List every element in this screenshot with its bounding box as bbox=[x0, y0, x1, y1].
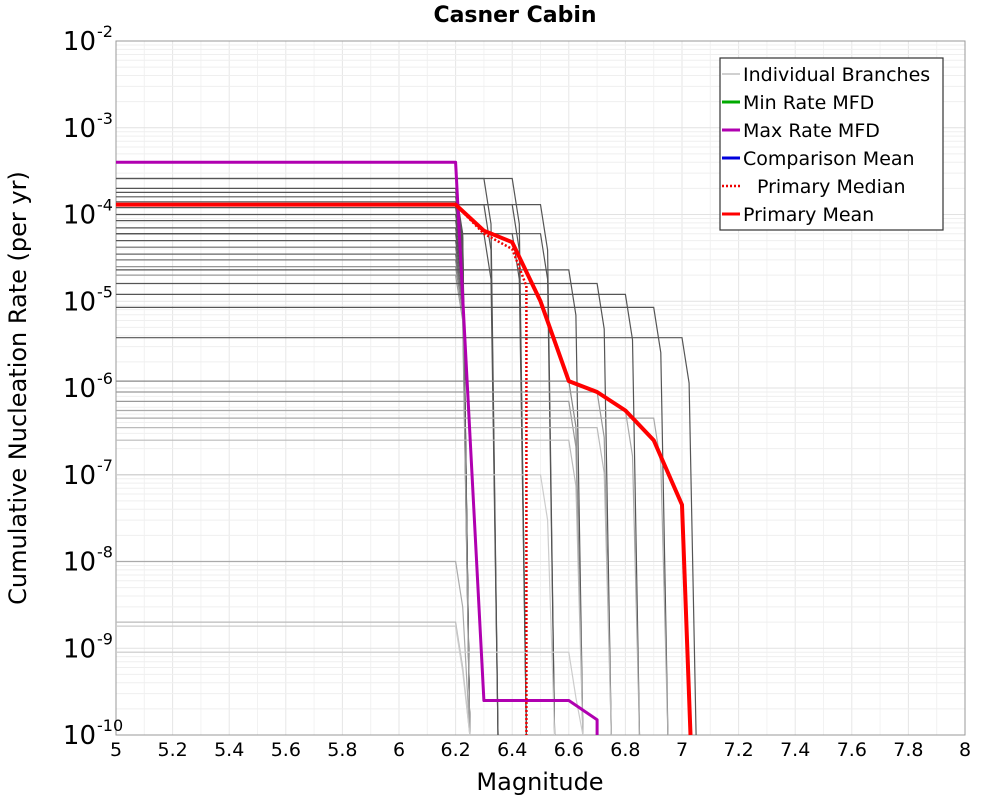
plot-frame bbox=[115, 40, 966, 736]
x-tick-label: 5.8 bbox=[327, 739, 357, 761]
y-tick-label: 10 -7 bbox=[63, 456, 113, 491]
branch-line bbox=[116, 560, 471, 736]
y-tick-base: 10 bbox=[63, 461, 96, 491]
x-tick-label: 7.4 bbox=[780, 739, 810, 761]
legend-item: Individual Branches bbox=[722, 64, 930, 86]
branch-line bbox=[116, 274, 471, 736]
branch-line bbox=[116, 337, 697, 736]
branch-line bbox=[116, 269, 584, 736]
legend-label: Max Rate MFD bbox=[743, 120, 880, 142]
legend-label: Individual Branches bbox=[743, 64, 930, 86]
legend-label: Primary Median bbox=[757, 176, 906, 198]
series-line-primary-mean bbox=[116, 202, 693, 736]
x-axis-label: Magnitude bbox=[476, 768, 603, 796]
y-tick-base: 10 bbox=[63, 27, 96, 57]
branch-line bbox=[116, 282, 612, 736]
legend-item: Primary Median bbox=[722, 176, 906, 198]
legend-box bbox=[719, 57, 944, 231]
branch-line bbox=[116, 625, 471, 736]
x-tick-label: 7 bbox=[676, 739, 688, 761]
x-tick-label: 6 bbox=[393, 739, 405, 761]
y-tick-exponent: -9 bbox=[97, 629, 113, 648]
y-tick-label: 10 -6 bbox=[63, 369, 113, 404]
grid bbox=[115, 41, 966, 736]
legend-item: Min Rate MFD bbox=[722, 92, 874, 114]
branch-line bbox=[116, 474, 556, 736]
y-tick-exponent: -2 bbox=[97, 22, 113, 41]
legend-label: Min Rate MFD bbox=[743, 92, 874, 114]
y-tick-base: 10 bbox=[63, 634, 96, 664]
x-tick-label: 6.6 bbox=[554, 739, 584, 761]
branch-line bbox=[116, 306, 669, 736]
y-tick-exponent: -6 bbox=[97, 369, 113, 388]
y-tick-exponent: -5 bbox=[97, 282, 113, 301]
x-axis-ticks: 5 5.2 5.4 5.6 5.8 6 6.2 6.4 6.6 6.8 7 7.2 7.4 7.6 7.8 8 bbox=[110, 739, 971, 761]
series-line-max-rate-mfd bbox=[116, 160, 599, 735]
y-tick-label: 10 -3 bbox=[63, 109, 113, 144]
branch-line bbox=[116, 233, 556, 736]
y-tick-label: 10 -9 bbox=[63, 629, 113, 664]
x-tick-label: 6.8 bbox=[610, 739, 640, 761]
y-tick-label: 10 -10 bbox=[63, 716, 123, 751]
x-tick-label: 5.6 bbox=[271, 739, 301, 761]
y-tick-base: 10 bbox=[63, 721, 96, 751]
x-tick-label: 7.8 bbox=[893, 739, 923, 761]
x-tick-label: 6.2 bbox=[440, 739, 470, 761]
y-tick-base: 10 bbox=[63, 548, 96, 578]
branch-line bbox=[116, 417, 669, 736]
legend-item: Primary Mean bbox=[722, 204, 874, 226]
x-tick-label: 7.2 bbox=[723, 739, 753, 761]
y-tick-exponent: -10 bbox=[97, 716, 123, 735]
branch-line bbox=[116, 293, 641, 736]
y-tick-base: 10 bbox=[63, 374, 96, 404]
x-tick-label: 6.4 bbox=[497, 739, 527, 761]
y-tick-exponent: -3 bbox=[97, 109, 113, 128]
y-tick-label: 10 -4 bbox=[63, 196, 113, 231]
x-tick-label: 8 bbox=[959, 739, 971, 761]
branch-line bbox=[116, 439, 584, 736]
x-tick-label: 5 bbox=[110, 739, 122, 761]
series-line-primary-median bbox=[116, 203, 528, 735]
x-tick-label: 7.6 bbox=[837, 739, 867, 761]
y-axis-label: Cumulative Nucleation Rate (per yr) bbox=[4, 171, 32, 605]
branch-line bbox=[116, 409, 641, 736]
chart-title: Casner Cabin bbox=[433, 3, 596, 28]
main-series-lines bbox=[116, 160, 693, 736]
y-tick-base: 10 bbox=[63, 201, 96, 231]
y-tick-base: 10 bbox=[63, 287, 96, 317]
y-tick-base: 10 bbox=[63, 114, 96, 144]
y-tick-label: 10 -2 bbox=[63, 22, 113, 57]
branch-line bbox=[116, 651, 584, 736]
y-tick-exponent: -7 bbox=[97, 456, 113, 475]
y-tick-label: 10 -8 bbox=[63, 543, 113, 578]
legend-label: Primary Mean bbox=[743, 204, 874, 226]
x-tick-label: 5.4 bbox=[214, 739, 244, 761]
y-tick-exponent: -4 bbox=[97, 196, 113, 215]
branch-lines bbox=[116, 177, 697, 736]
y-tick-label: 10 -5 bbox=[63, 282, 113, 317]
branch-line bbox=[116, 427, 612, 736]
x-tick-label: 5.2 bbox=[157, 739, 187, 761]
legend: Individual Branches Min Rate MFD Max Rate … bbox=[719, 57, 944, 231]
y-tick-exponent: -8 bbox=[97, 543, 113, 562]
legend-item: Max Rate MFD bbox=[722, 120, 880, 142]
legend-item: Comparison Mean bbox=[722, 148, 915, 170]
legend-label: Comparison Mean bbox=[743, 148, 915, 170]
